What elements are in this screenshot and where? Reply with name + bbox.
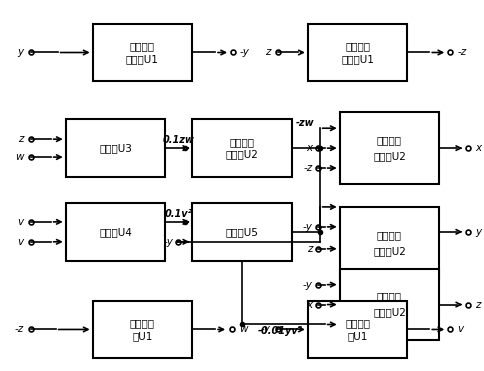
Text: -y: -y bbox=[261, 325, 271, 335]
Text: 器U1: 器U1 bbox=[348, 331, 368, 341]
Text: v: v bbox=[18, 217, 24, 227]
Bar bbox=[192, 203, 292, 261]
Text: 乘法器U4: 乘法器U4 bbox=[99, 227, 132, 237]
Text: 0.1v²: 0.1v² bbox=[164, 209, 192, 219]
Bar bbox=[340, 112, 439, 184]
Text: 反相比例: 反相比例 bbox=[345, 41, 370, 51]
Bar bbox=[66, 119, 166, 177]
Text: z: z bbox=[265, 47, 271, 58]
Text: x: x bbox=[306, 143, 313, 153]
Text: x: x bbox=[475, 143, 481, 153]
Text: -y: -y bbox=[164, 237, 173, 247]
Text: 反相积分: 反相积分 bbox=[130, 318, 155, 328]
Text: 0.1zw: 0.1zw bbox=[162, 135, 194, 145]
Text: y: y bbox=[18, 47, 24, 58]
Text: w: w bbox=[239, 325, 247, 335]
Text: w: w bbox=[15, 152, 24, 162]
Text: 反向求和: 反向求和 bbox=[377, 135, 402, 145]
Text: z: z bbox=[18, 134, 24, 144]
Text: 放大器U1: 放大器U1 bbox=[341, 54, 374, 64]
Text: -y: -y bbox=[303, 222, 313, 232]
Text: v: v bbox=[457, 325, 463, 335]
Text: v: v bbox=[18, 237, 24, 247]
Text: 乘法器U3: 乘法器U3 bbox=[99, 143, 132, 153]
Text: 反相比例: 反相比例 bbox=[130, 41, 155, 51]
Text: 积分器U2: 积分器U2 bbox=[373, 151, 406, 161]
Bar bbox=[92, 301, 192, 358]
Text: -z: -z bbox=[15, 325, 24, 335]
Text: 反向求和: 反向求和 bbox=[377, 230, 402, 240]
Text: -z: -z bbox=[303, 163, 313, 173]
Text: -y: -y bbox=[303, 280, 313, 290]
Text: y: y bbox=[475, 227, 481, 237]
Bar bbox=[192, 119, 292, 177]
Bar bbox=[308, 24, 408, 81]
Text: 乘法器U5: 乘法器U5 bbox=[226, 227, 258, 237]
Text: 积分器U2: 积分器U2 bbox=[373, 246, 406, 256]
Bar bbox=[66, 203, 166, 261]
Text: x: x bbox=[306, 299, 313, 309]
Bar bbox=[340, 269, 439, 341]
Text: -0.01yv²: -0.01yv² bbox=[257, 326, 302, 336]
Text: 放大器U1: 放大器U1 bbox=[126, 54, 159, 64]
Text: 积分器U2: 积分器U2 bbox=[373, 308, 406, 318]
Text: 反相比例: 反相比例 bbox=[229, 137, 255, 147]
Text: -y: -y bbox=[240, 47, 250, 58]
Bar bbox=[92, 24, 192, 81]
Text: 反相积分: 反相积分 bbox=[345, 318, 370, 328]
Text: -zw: -zw bbox=[296, 118, 315, 128]
Text: z: z bbox=[307, 244, 313, 254]
Text: 放大器U2: 放大器U2 bbox=[226, 150, 258, 160]
Bar bbox=[308, 301, 408, 358]
Bar bbox=[340, 207, 439, 279]
Text: 器U1: 器U1 bbox=[132, 331, 152, 341]
Text: 反向求和: 反向求和 bbox=[377, 292, 402, 302]
Text: -z: -z bbox=[457, 47, 467, 58]
Text: z: z bbox=[475, 299, 481, 309]
